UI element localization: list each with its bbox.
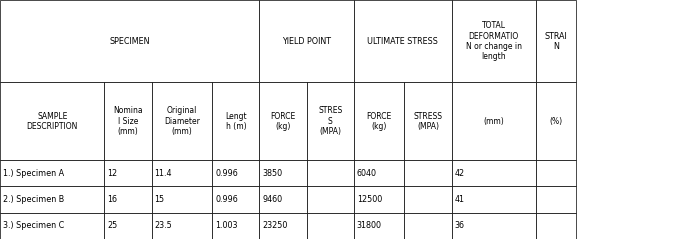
Bar <box>354 82 404 160</box>
Bar <box>0 213 104 239</box>
Bar <box>259 186 307 213</box>
Text: 31800: 31800 <box>357 221 382 230</box>
Bar <box>536 186 576 213</box>
Bar <box>212 213 259 239</box>
Bar <box>536 0 576 82</box>
Bar <box>212 160 259 186</box>
Bar <box>536 160 576 186</box>
Text: 42: 42 <box>454 169 464 178</box>
Bar <box>354 160 404 186</box>
Bar <box>212 186 259 213</box>
Bar <box>452 0 536 82</box>
Text: FORCE
(kg): FORCE (kg) <box>367 112 392 131</box>
Bar <box>259 82 307 160</box>
Bar <box>104 213 152 239</box>
Bar <box>452 213 536 239</box>
Text: Nomina
l Size
(mm): Nomina l Size (mm) <box>113 106 143 136</box>
Text: 0.996: 0.996 <box>215 169 238 178</box>
Bar <box>536 82 576 160</box>
Text: 41: 41 <box>454 195 464 204</box>
Bar <box>404 82 452 160</box>
Text: 0.996: 0.996 <box>215 195 238 204</box>
Text: TOTAL
DEFORMATIO
N or change in
length: TOTAL DEFORMATIO N or change in length <box>466 21 522 61</box>
Bar <box>152 186 212 213</box>
Bar <box>404 213 452 239</box>
Bar <box>0 0 259 82</box>
Bar <box>152 82 212 160</box>
Bar <box>259 0 354 82</box>
Text: 11.4: 11.4 <box>154 169 172 178</box>
Text: 3850: 3850 <box>262 169 282 178</box>
Bar <box>307 186 354 213</box>
Bar <box>452 186 536 213</box>
Bar <box>536 213 576 239</box>
Bar <box>104 186 152 213</box>
Bar <box>452 160 536 186</box>
Text: (%): (%) <box>549 117 563 126</box>
Bar <box>152 213 212 239</box>
Bar <box>307 213 354 239</box>
Bar <box>307 82 354 160</box>
Bar <box>354 0 452 82</box>
Bar <box>404 186 452 213</box>
Text: ULTIMATE STRESS: ULTIMATE STRESS <box>367 37 438 46</box>
Text: STRES
S
(MPA): STRES S (MPA) <box>318 106 342 136</box>
Text: STRAI
N: STRAI N <box>545 32 568 51</box>
Text: 36: 36 <box>454 221 464 230</box>
Text: 9460: 9460 <box>262 195 282 204</box>
Text: 12500: 12500 <box>357 195 382 204</box>
Bar <box>404 160 452 186</box>
Bar <box>0 82 104 160</box>
Text: 12: 12 <box>107 169 117 178</box>
Text: STRESS
(MPA): STRESS (MPA) <box>413 112 443 131</box>
Bar <box>104 82 152 160</box>
Bar <box>0 186 104 213</box>
Text: 3.) Specimen C: 3.) Specimen C <box>3 221 64 230</box>
Text: 2.) Specimen B: 2.) Specimen B <box>3 195 64 204</box>
Text: FORCE
(kg): FORCE (kg) <box>270 112 296 131</box>
Text: Lengt
h (m): Lengt h (m) <box>225 112 247 131</box>
Bar <box>259 213 307 239</box>
Bar <box>152 160 212 186</box>
Text: YIELD POINT: YIELD POINT <box>282 37 331 46</box>
Text: SAMPLE
DESCRIPTION: SAMPLE DESCRIPTION <box>26 112 78 131</box>
Text: 23250: 23250 <box>262 221 288 230</box>
Text: 1.003: 1.003 <box>215 221 238 230</box>
Bar <box>452 82 536 160</box>
Text: 16: 16 <box>107 195 117 204</box>
Text: SPECIMEN: SPECIMEN <box>109 37 150 46</box>
Bar <box>212 82 259 160</box>
Text: 6040: 6040 <box>357 169 377 178</box>
Bar <box>259 160 307 186</box>
Bar <box>354 186 404 213</box>
Bar <box>104 160 152 186</box>
Text: 15: 15 <box>154 195 164 204</box>
Text: 1.) Specimen A: 1.) Specimen A <box>3 169 64 178</box>
Bar <box>0 160 104 186</box>
Text: (mm): (mm) <box>483 117 504 126</box>
Text: 25: 25 <box>107 221 118 230</box>
Bar <box>354 213 404 239</box>
Bar <box>307 160 354 186</box>
Text: Original
Diameter
(mm): Original Diameter (mm) <box>164 106 200 136</box>
Text: 23.5: 23.5 <box>154 221 173 230</box>
